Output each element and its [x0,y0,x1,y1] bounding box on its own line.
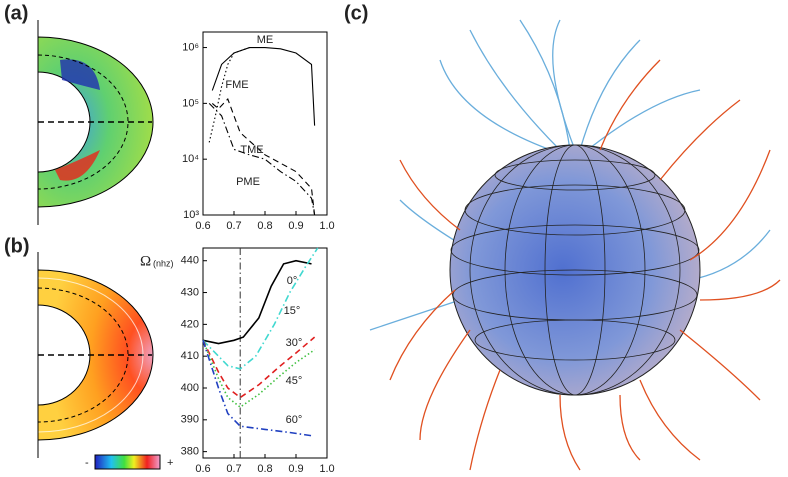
series-line [208,47,250,143]
x-tick-label: 0.9 [288,220,303,232]
panel-label: (b) [4,235,30,257]
panel-label: (a) [4,2,28,24]
y-tick-label: 440 [181,255,199,267]
y-tick-label: 390 [181,414,199,426]
series-label: TME [240,144,263,156]
x-tick-label: 0.6 [195,220,210,232]
series-label: 60° [286,414,303,426]
x-tick-label: 0.7 [226,463,241,475]
y-axis-label: Ω [140,253,151,269]
plot-frame [202,31,328,216]
series-line [202,336,316,399]
y-tick-label: 400 [181,382,199,394]
y-tick-label: 10⁶ [182,41,199,53]
series-line [208,103,316,216]
y-tick-label: 10³ [183,209,199,221]
x-tick-label: 0.8 [257,220,272,232]
series-line [211,47,316,126]
colorbar-label: - [85,457,89,469]
series-line [202,340,312,437]
y-tick-label: 420 [181,318,199,330]
series-line [202,339,316,409]
plot-frame [202,247,328,459]
y-tick-label: 10⁴ [182,153,199,165]
series-label: FME [225,79,248,91]
colorbar-label: + [167,457,173,469]
series-label: 0° [287,275,298,287]
x-tick-label: 0.8 [257,463,272,475]
x-tick-label: 0.7 [226,220,241,232]
series-line [202,247,319,370]
meridional-slice [37,252,161,470]
meridional-slice [37,20,154,225]
y-axis-unit: (nhz) [153,258,174,268]
series-label: 15° [284,305,301,317]
x-tick-label: 1.0 [319,463,334,475]
series-label: 45° [286,375,303,387]
series-label: ME [257,34,274,46]
x-tick-label: 1.0 [319,220,334,232]
y-tick-label: 10⁵ [182,97,199,109]
y-tick-label: 410 [181,350,199,362]
series-label: PME [236,176,260,188]
panel-label: (c) [344,2,368,24]
sphere-illustration [369,19,781,471]
series-line [202,259,312,345]
x-tick-label: 0.6 [195,463,210,475]
y-tick-label: 380 [181,446,199,458]
series-label: 30° [286,337,303,349]
x-tick-label: 0.9 [288,463,303,475]
y-tick-label: 430 [181,286,199,298]
series-line [211,97,316,216]
